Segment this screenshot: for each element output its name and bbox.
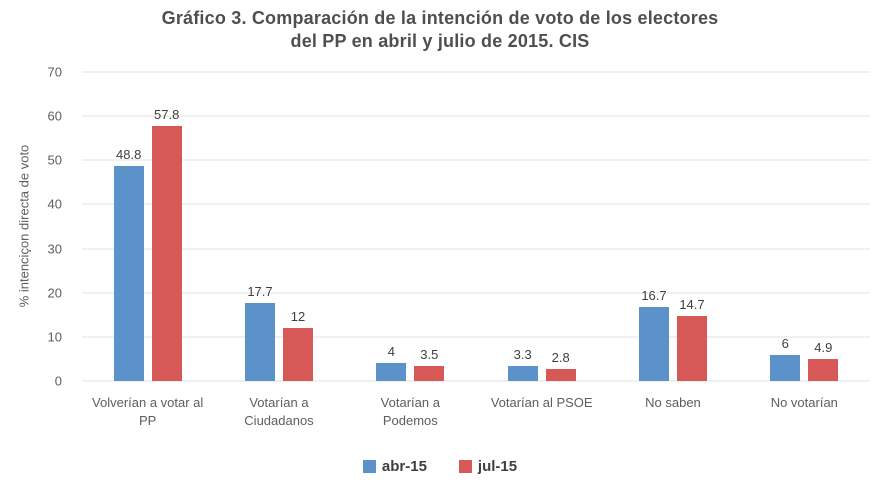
y-tick-label-50: 50 [47,152,62,168]
gridline-50 [82,159,870,161]
bar-jul-15: 2.8 [545,350,576,381]
bar-abr-15: 16.7 [638,288,669,381]
gridline-40 [82,203,870,205]
bar-value-label: 6 [781,335,789,351]
gridline-70 [82,71,870,73]
bar-value-label: 57.8 [154,106,180,122]
bar-jul-15: 3.5 [414,347,445,381]
y-tick-label-30: 30 [47,241,62,257]
chart-title-line-1: Gráfico 3. Comparación de la intención d… [161,8,719,28]
bars-layer: 48.8 57.8 17.7 12 4 3.5 3.3 2.8 16.7 14.7 6 4.9 [82,72,870,381]
chart-title-line-2: del PP en abril y julio de 2015. CIS [290,31,590,51]
bar-jul-15: 14.7 [676,297,707,381]
bar-value-label: 3.3 [513,347,532,363]
chart-title: Gráfico 3. Comparación de la intención d… [0,7,880,53]
bar-value-label: 3.5 [420,346,439,362]
bar-value-label: 14.7 [679,297,705,313]
gridline-0 [82,380,870,382]
legend-swatch-jul-15 [458,460,472,473]
bar-group-4: 3.3 2.8 [476,72,607,381]
bar-value-label: 4.9 [814,340,833,356]
bar-jul-15: 4.9 [808,340,839,381]
x-category-label: Votarían al PSOE [490,395,593,410]
legend-item-abr-15: abr-15 [362,458,427,475]
bar-abr-15: 3.3 [507,347,538,381]
bar-value-label: 48.8 [116,146,142,162]
bar-abr-15: 17.7 [244,284,275,381]
bar-group-3: 4 3.5 [345,72,476,381]
bar-value-label: 12 [290,309,306,325]
bar-group-2: 17.7 12 [213,72,344,381]
legend-label-jul-15: jul-15 [477,458,518,475]
x-category-label: Votarían a Podemos [380,395,440,428]
bar-group-5: 16.7 14.7 [607,72,738,381]
bar-value-label: 2.8 [551,349,570,365]
y-axis-ticks: 0 10 20 30 40 50 60 70 [0,65,62,389]
gridline-10 [82,336,870,338]
legend-label-abr-15: abr-15 [381,458,427,475]
legend-item-jul-15: jul-15 [458,458,518,475]
y-tick-label-60: 60 [47,108,62,124]
plot-area: 48.8 57.8 17.7 12 4 3.5 3.3 2.8 16.7 14.7 6 4.9 [82,71,870,382]
x-category-label: No saben [645,395,701,410]
bar-jul-15: 12 [282,309,313,381]
bar-group-1: 48.8 57.8 [82,72,213,381]
bar-abr-15: 4 [376,344,407,381]
gridline-60 [82,115,870,117]
bar-value-label: 4 [387,344,395,360]
bar-value-label: 16.7 [641,288,667,304]
bar-abr-15: 6 [770,336,801,381]
legend-swatch-abr-15 [362,460,376,473]
y-tick-label-40: 40 [47,196,62,212]
x-axis-labels: Volverían a votar al PP Votarían a Ciudad… [82,394,870,430]
bar-abr-15: 48.8 [113,147,144,381]
y-tick-label-70: 70 [47,64,62,80]
y-tick-label-10: 10 [47,329,62,345]
bar-value-label: 17.7 [247,283,273,299]
gridline-20 [82,292,870,294]
legend: abr-15 jul-15 [0,458,880,475]
x-category-label: Volverían a votar al PP [92,395,204,428]
bar-jul-15: 57.8 [151,107,182,381]
bar-group-6: 6 4.9 [739,72,870,381]
gridline-30 [82,248,870,250]
x-category-label: No votarían [770,395,838,410]
y-tick-label-0: 0 [54,373,62,389]
y-tick-label-20: 20 [47,285,62,301]
x-category-label: Votarían a Ciudadanos [244,395,314,428]
